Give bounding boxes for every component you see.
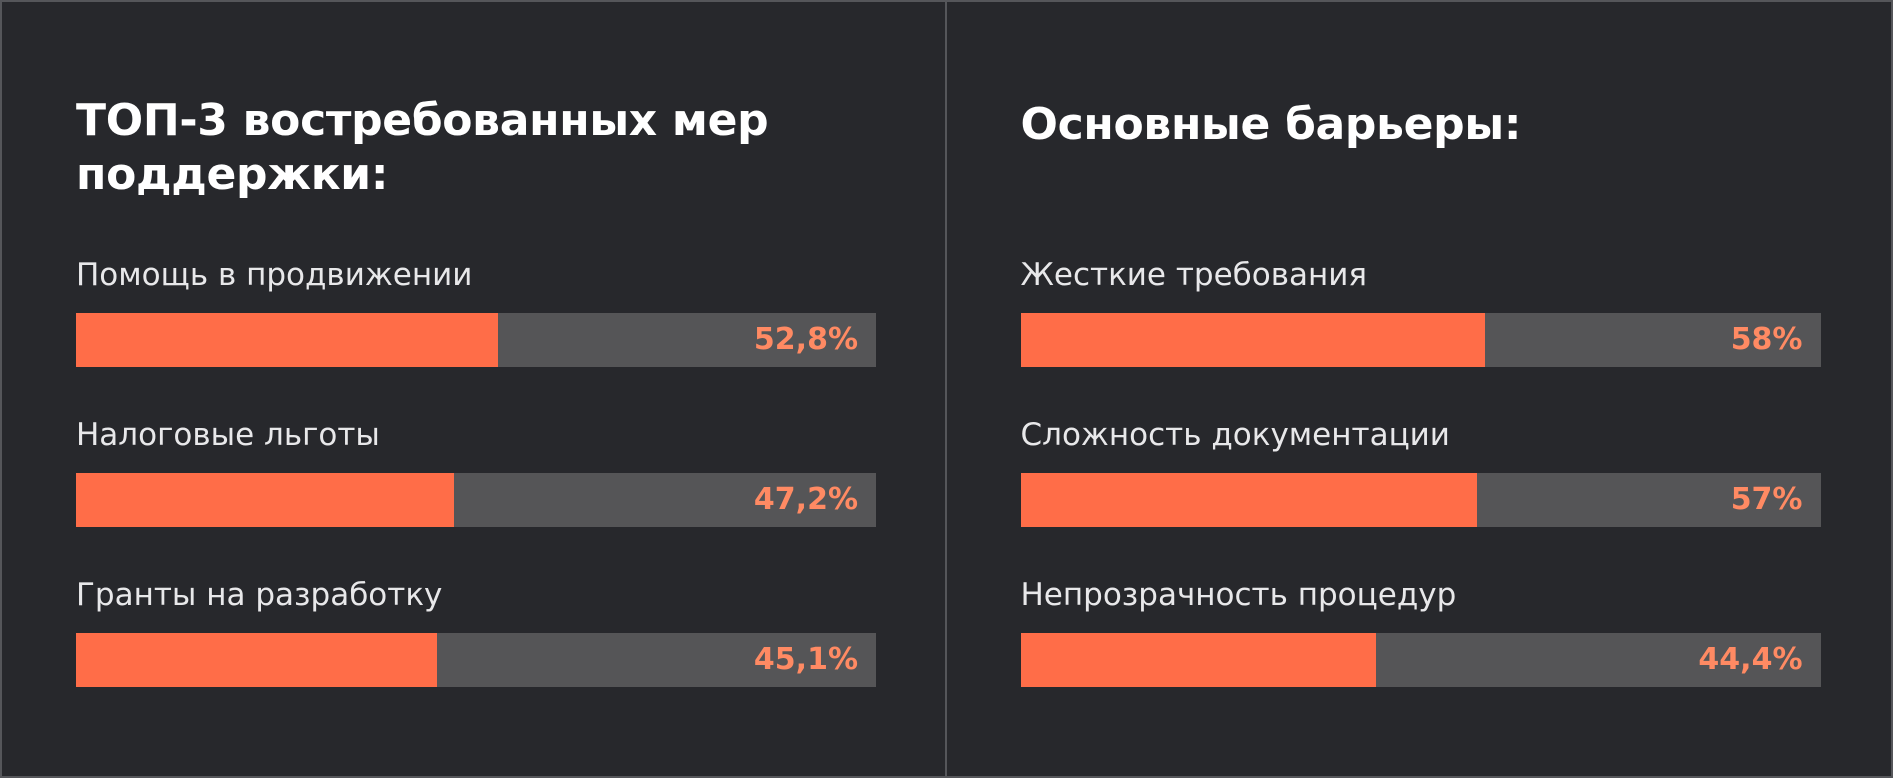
bar-value-label: 52,8% bbox=[753, 322, 858, 357]
bar-fill bbox=[76, 473, 454, 527]
bar-track: 52,8% bbox=[76, 313, 876, 367]
bar-label: Гранты на разработку bbox=[76, 577, 443, 613]
bar-fill bbox=[76, 313, 499, 367]
bar-track: 57% bbox=[1020, 473, 1821, 527]
chart-title: ТОП-3 востребованных мер поддержки: bbox=[76, 95, 769, 200]
bar-value-label: 57% bbox=[1730, 482, 1803, 517]
bar-label: Налоговые льготы bbox=[76, 417, 380, 453]
bar-track: 45,1% bbox=[76, 633, 876, 687]
chart-title: Основные барьеры: bbox=[1020, 99, 1522, 150]
bar-value-label: 45,1% bbox=[753, 642, 858, 677]
bar-label: Помощь в продвижении bbox=[76, 257, 473, 293]
support-measures-panel: ТОП-3 востребованных мер поддержки: Помо… bbox=[2, 2, 947, 776]
bar-label: Непрозрачность процедур bbox=[1020, 577, 1457, 613]
bar-track: 47,2% bbox=[76, 473, 876, 527]
bar-fill bbox=[1020, 473, 1477, 527]
bar-track: 58% bbox=[1020, 313, 1821, 367]
bar-label: Жесткие требования bbox=[1020, 257, 1368, 293]
bar-value-label: 44,4% bbox=[1698, 642, 1803, 677]
bar-fill bbox=[76, 633, 437, 687]
bar-fill bbox=[1020, 313, 1485, 367]
barriers-panel: Основные барьеры: Жесткие требования 58%… bbox=[947, 2, 1892, 776]
bar-value-label: 58% bbox=[1730, 322, 1803, 357]
bar-label: Сложность документации bbox=[1020, 417, 1450, 453]
bar-value-label: 47,2% bbox=[753, 482, 858, 517]
bar-track: 44,4% bbox=[1020, 633, 1821, 687]
bar-fill bbox=[1020, 633, 1376, 687]
